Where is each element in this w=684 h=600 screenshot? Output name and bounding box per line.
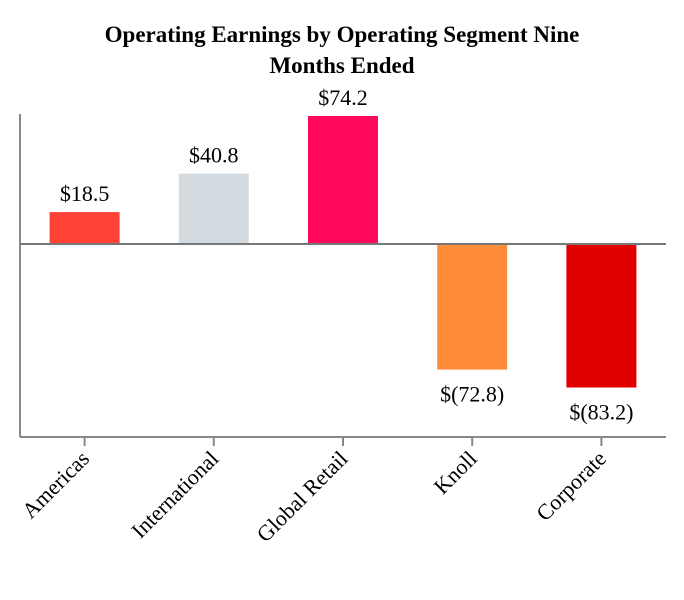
x-tick-label-americas: Americas	[17, 446, 94, 523]
bar-series	[49, 116, 637, 388]
bar-global-retail	[308, 116, 378, 244]
data-label-corporate: $(83.2)	[569, 400, 633, 425]
data-label-international: $40.8	[189, 143, 239, 168]
x-ticks: Americas International Global Retail Knoll C…	[17, 437, 611, 547]
chart-title-line-1: Operating Earnings by Operating Segment …	[105, 22, 580, 47]
data-label-knoll: $(72.8)	[440, 382, 504, 407]
bar-americas	[49, 212, 120, 244]
data-label-global-retail: $74.2	[318, 85, 368, 110]
bar-corporate	[566, 244, 637, 388]
x-tick-label-corporate: Corporate	[531, 446, 611, 526]
chart-title-line-2: Months Ended	[269, 53, 414, 78]
bar-international	[178, 173, 249, 244]
x-tick-label-knoll: Knoll	[429, 446, 482, 499]
x-tick-label-international: International	[126, 446, 223, 543]
bar-knoll	[437, 244, 508, 370]
data-label-americas: $18.5	[60, 181, 110, 206]
x-tick-label-global-retail: Global Retail	[251, 446, 352, 547]
data-labels: $18.5 $40.8 $74.2 $(72.8) $(83.2)	[60, 85, 634, 425]
